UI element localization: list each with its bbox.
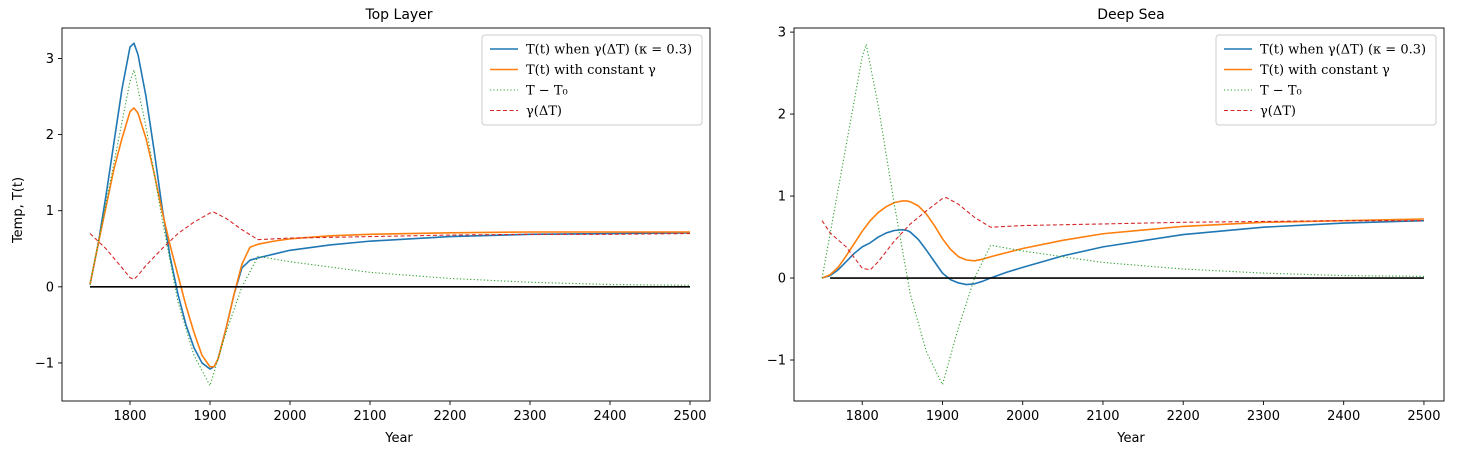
x-tick-label: 2300: [513, 409, 546, 424]
legend-item: T(t) when γ(ΔT) (κ = 0.3): [1224, 43, 1426, 58]
series-lines: [89, 42, 691, 387]
axes-frame: [793, 27, 1445, 402]
x-tick-label: 2300: [1247, 409, 1280, 424]
y-tick-label: 2: [778, 108, 786, 123]
x-tick-label: 2200: [433, 409, 466, 424]
y-tick-label: 1: [778, 190, 786, 205]
series-line-t: [89, 211, 691, 280]
plot-area: 1800 1900 2000 2100 2200 2300 2400 2500 −1 0 1 2 3 T(…: [767, 26, 1445, 424]
y-tick-label: 3: [778, 26, 786, 41]
x-axis-label: Year: [384, 431, 413, 446]
x-axis-label: Year: [1116, 431, 1145, 446]
plot-area: 1800 1900 2000 2100 2200 2300 2400 2500 −1 0 1 2 3 T(…: [35, 27, 711, 424]
legend-item: T − T₀: [490, 84, 568, 99]
legend-label: γ(ΔT): [1260, 104, 1296, 119]
x-tick-label: 2500: [673, 409, 706, 424]
series-lines: [821, 43, 1424, 386]
series-line-t-t: [821, 43, 1424, 386]
x-tick-label: 2400: [1327, 409, 1360, 424]
series-line-t-t-with-constant: [89, 107, 690, 368]
y-axis-label: Temp, T(t): [11, 177, 26, 244]
x-tick-label: 2000: [1006, 409, 1039, 424]
legend-label: γ(ΔT): [526, 104, 562, 119]
series-line-t-t-with-constant: [821, 200, 1424, 279]
legend-box: [481, 34, 703, 126]
x-tick-label: 1800: [113, 409, 146, 424]
series-line-t-t-when-t-0-3: [821, 219, 1424, 286]
y-tick-label: 2: [46, 128, 54, 143]
chart-top-layer: Top Layer 1800 1900 2000 2100 2200 2300 2400 25…: [11, 7, 711, 446]
legend: T(t) when γ(ΔT) (κ = 0.3) T(t) with const…: [1215, 34, 1437, 126]
legend-label: T(t) with constant γ: [526, 63, 656, 78]
x-tick-label: 1900: [193, 409, 226, 424]
legend-label: T(t) with constant γ: [1260, 63, 1390, 78]
y-tick-label: 0: [46, 280, 54, 295]
x-tick-label: 2100: [1086, 409, 1119, 424]
y-tick-label: −1: [35, 356, 54, 371]
legend-item: T(t) with constant γ: [1224, 63, 1390, 78]
legend-label: T − T₀: [526, 84, 568, 99]
x-tick-label: 1900: [926, 409, 959, 424]
x-tick-label: 2500: [1407, 409, 1440, 424]
legend-item: T(t) when γ(ΔT) (κ = 0.3): [490, 43, 692, 58]
series-line-t-t-when-t-0-3: [89, 42, 691, 370]
y-tick-label: −1: [767, 354, 786, 369]
y-tick-label: 1: [46, 204, 54, 219]
y-tick-label: 3: [46, 52, 54, 67]
chart-title: Deep Sea: [1097, 7, 1164, 23]
x-tick-label: 2100: [353, 409, 386, 424]
chart-title: Top Layer: [364, 7, 432, 23]
x-tick-label: 2200: [1167, 409, 1200, 424]
x-tick-label: 1800: [846, 409, 879, 424]
legend-item: T − T₀: [1224, 84, 1302, 99]
x-tick-label: 2400: [593, 409, 626, 424]
y-tick-label: 0: [778, 272, 786, 287]
axes-frame: [61, 27, 711, 402]
legend: T(t) when γ(ΔT) (κ = 0.3) T(t) with const…: [481, 34, 703, 126]
legend-box: [1215, 34, 1437, 126]
legend-label: T(t) when γ(ΔT) (κ = 0.3): [1260, 43, 1426, 58]
legend-item: γ(ΔT): [1224, 104, 1296, 119]
legend-label: T − T₀: [1260, 84, 1302, 99]
legend-label: T(t) when γ(ΔT) (κ = 0.3): [526, 43, 692, 58]
legend-item: γ(ΔT): [490, 104, 562, 119]
x-tick-label: 2000: [273, 409, 306, 424]
legend-item: T(t) with constant γ: [490, 63, 656, 78]
chart-deep-sea: Deep Sea 1800 1900 2000 2100 2200 2300 2400 250…: [767, 7, 1445, 446]
